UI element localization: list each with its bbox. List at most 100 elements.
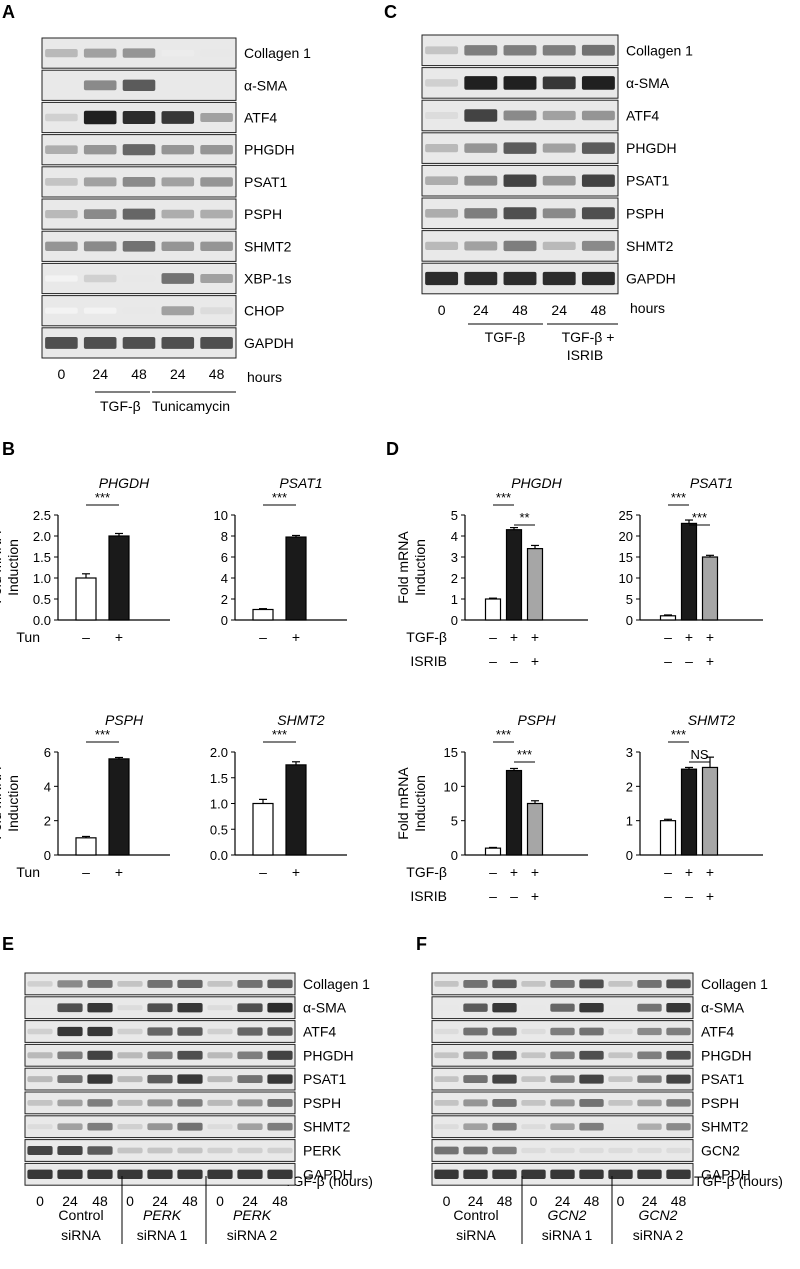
blot_A-band [45, 145, 78, 155]
y-tick-label: 4 [221, 571, 228, 586]
blot_E-band [87, 1003, 113, 1013]
blot_C-row-label: α-SMA [626, 75, 670, 91]
blot_A-row-label: SHMT2 [244, 238, 292, 254]
blot_A-band [45, 336, 78, 349]
blot_C-band [581, 240, 615, 251]
y-tick-label: 6 [44, 745, 51, 760]
blot_A-band [200, 209, 233, 219]
bar [701, 766, 719, 856]
blot_A-band [83, 307, 117, 314]
blot_F-lane-label: 0 [530, 1193, 538, 1209]
blot_F-band [579, 1027, 604, 1036]
blot_E-band [57, 1123, 83, 1131]
blot_E-lane-label: 48 [272, 1193, 288, 1209]
y-tick-label: 4 [44, 779, 51, 794]
blot_C-band [542, 271, 576, 286]
blot_E-band [267, 1122, 293, 1131]
blot_C-band [581, 76, 615, 90]
blot-e-group-1-line2: siRNA [61, 1227, 101, 1243]
blot_E-band [27, 1076, 53, 1083]
blot_C-band [503, 240, 537, 252]
blot_C-band [581, 207, 615, 220]
blot_A-band [83, 274, 117, 283]
blot_E-band [177, 1099, 203, 1107]
blot_F-band [463, 1099, 488, 1107]
blot_E-band [27, 1169, 53, 1179]
blot_A-band [83, 110, 117, 125]
y-tick-label: 5 [451, 508, 458, 523]
y-tick-label: 2 [221, 592, 228, 607]
blot_E-lane-label: 48 [182, 1193, 198, 1209]
y-tick-label: 0 [451, 848, 458, 863]
y-tick-label: 2.0 [33, 529, 51, 544]
blot_E-band [267, 1002, 293, 1013]
blot_C-band [581, 142, 615, 154]
condition-sign: – [664, 888, 672, 904]
y-axis-label-line2: Induction [5, 775, 21, 832]
blot_A-row-label: CHOP [244, 303, 284, 319]
y-tick-label: 0.5 [33, 592, 51, 607]
blot-c-group-tgfb: TGF-β [485, 329, 526, 345]
blot_E-band [267, 1050, 293, 1060]
blot_A-band [45, 307, 78, 314]
blot_F-band [521, 1100, 546, 1106]
blot_A-band [161, 336, 195, 349]
blot_C-band [581, 271, 615, 286]
bar [75, 577, 97, 621]
blot_E-row-label: PSAT1 [303, 1071, 347, 1087]
condition-label: Tun [16, 864, 40, 880]
blot_E-row-label: ATF4 [303, 1024, 336, 1040]
blot_A-lane-label: 0 [58, 366, 66, 382]
blot_E-band [177, 1003, 203, 1013]
blot_F-band [463, 1123, 488, 1131]
blot_F-band [521, 1005, 546, 1011]
blot_A-band [122, 176, 156, 187]
y-tick-label: 8 [221, 529, 228, 544]
condition-sign: + [706, 629, 714, 645]
blot_E-band [237, 1075, 263, 1084]
blot_A-band [122, 208, 156, 220]
condition-sign: + [685, 629, 693, 645]
y-tick-label: 20 [619, 529, 633, 544]
blot_F-band [521, 981, 546, 987]
blot_F-band [550, 1003, 575, 1012]
blot_E-band [57, 980, 83, 988]
blot_F-band [637, 979, 662, 988]
blot_F-band [492, 1122, 517, 1131]
blot-f-hours-label: TGF-β (hours) [694, 1173, 783, 1189]
blot_E-band [87, 1074, 113, 1084]
blot_C-band [464, 143, 498, 153]
blot_E-band [87, 1146, 113, 1155]
blot_E-band [177, 1074, 203, 1084]
blot_F-band [608, 1005, 633, 1011]
bar [108, 535, 130, 621]
bar [680, 768, 698, 856]
y-tick-label: 0.5 [210, 822, 228, 837]
blot_E-band [87, 1026, 113, 1037]
blot_A-band [161, 111, 195, 124]
significance-label: *** [95, 490, 110, 505]
blot_E-band [177, 1122, 203, 1131]
blot_A-band [161, 241, 195, 252]
blot_E-band [117, 1099, 143, 1106]
blot_F-band [608, 1100, 633, 1106]
blot_A-band [200, 112, 233, 123]
blot_F-row-label: PSAT1 [701, 1071, 745, 1087]
y-tick-label: 15 [444, 745, 458, 760]
significance-label: *** [272, 490, 287, 505]
panel-label-c: C [384, 2, 397, 22]
blot_C-band [581, 44, 615, 56]
y-tick-label: 0.0 [33, 613, 51, 628]
blot_F-band [666, 1169, 691, 1179]
blot_E-band [27, 1145, 53, 1156]
bar [701, 556, 719, 621]
blot_A-band [45, 177, 78, 186]
y-tick-label: 1 [626, 814, 633, 829]
blot_F-band [550, 1169, 575, 1179]
blot_C-row-label: SHMT2 [626, 238, 674, 254]
blot_E-band [177, 1147, 203, 1154]
blot_F-band [550, 1147, 575, 1154]
